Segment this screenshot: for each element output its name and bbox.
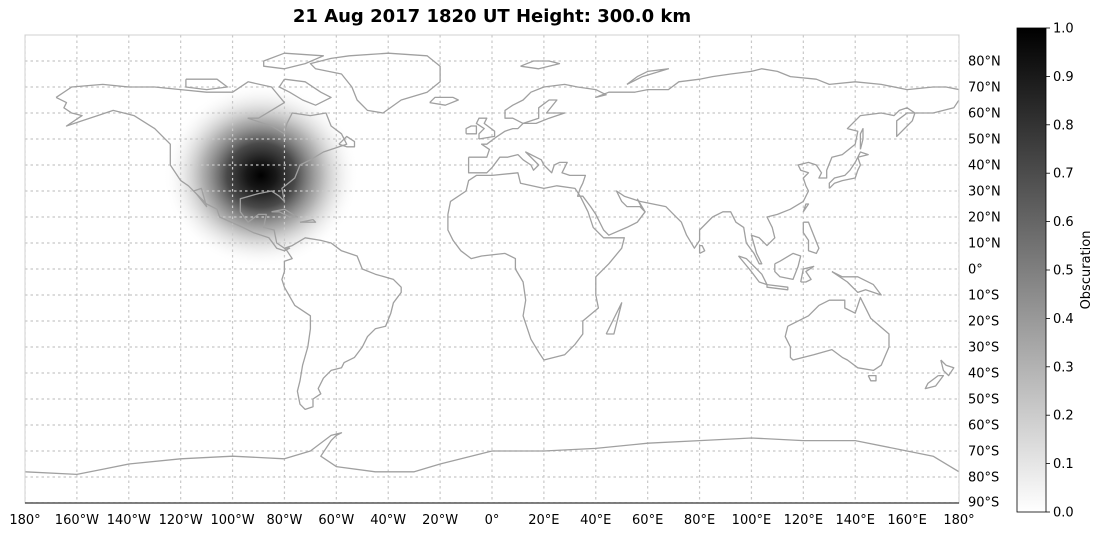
lon-tick-label: 180° [9,513,40,528]
lon-tick-label: 60°W [318,513,354,528]
coastline-antarctica [25,432,959,476]
lat-tick-label: 50°N [968,133,1001,148]
lon-tick-label: 60°E [632,513,663,528]
colorbar-ramp [1016,27,1047,513]
lon-tick-label: 40°W [370,513,406,528]
coastline-eurasia [467,68,959,265]
lat-tick-label: 30°N [968,185,1001,200]
colorbar-tick-label: 0.1 [1053,457,1074,472]
coastline-new-zealand-south [924,374,945,390]
lon-tick-label: 160°E [887,513,927,528]
lat-tick-label: 10°N [968,237,1001,252]
coastline-australia [784,296,890,372]
coastline-south-america [281,237,402,411]
coastline-japan [828,151,869,189]
colorbar-tick-label: 0.7 [1053,167,1074,182]
lat-tick-label: 50°S [968,393,999,408]
colorbar-label: Obscuration [1079,231,1094,310]
coastline-new-zealand-north [940,359,955,377]
coastline-baffin-island [278,78,332,106]
lon-tick-label: 100°E [732,513,772,528]
lon-tick-label: 120°E [784,513,824,528]
lon-tick-label: 80°E [684,513,715,528]
lon-tick-label: 20°W [422,513,458,528]
longitude-ticks: 180° 160°W 140°W 120°W 100°W 80°W 60°W 40°W 20°W… [9,513,974,528]
lon-tick-label: 20°E [528,513,559,528]
lat-tick-label: 10°S [968,289,999,304]
coastline-svalbard [520,60,561,70]
colorbar-tick-label: 0.2 [1053,409,1074,424]
coastline-newfoundland [338,135,356,148]
latitude-ticks: 80°N 70°N 60°N 50°N 40°N 30°N 20°N 10°N 0° 10°S 20… [968,55,1001,511]
lat-tick-label: 20°S [968,315,999,330]
colorbar: 1.0 0.9 0.8 0.7 0.6 0.5 0.4 0.3 0.2 0.1 0.0 Obscur… [1016,22,1094,521]
coastline-borneo [774,252,802,281]
lon-tick-label: 80°W [266,513,302,528]
colorbar-tick-label: 0.6 [1053,215,1074,230]
lat-tick-label: 80°S [968,471,999,486]
coastline-british-isles [475,117,496,140]
colorbar-tick-label: 1.0 [1053,22,1074,37]
colorbar-tick-label: 0.4 [1053,312,1074,327]
colorbar-tick-label: 0.9 [1053,70,1074,85]
lat-tick-label: 70°N [968,81,1001,96]
lon-tick-label: 40°E [580,513,611,528]
coastline-arabia-sea-coast [636,198,646,213]
coastline-philippines [802,221,820,255]
obscuration-layer [163,83,360,268]
coastline-taiwan [802,203,810,213]
lat-tick-label: 30°S [968,341,999,356]
lat-tick-label: 40°N [968,159,1001,174]
lon-tick-label: 140°W [107,513,151,528]
coastline-sri-lanka [698,244,706,254]
coastline-greenland [309,52,441,114]
map-title: 21 Aug 2017 1820 UT Height: 300.0 km [292,6,692,27]
coastline-ireland [465,125,478,135]
lat-tick-label: 20°N [968,211,1001,226]
lon-tick-label: 180° [943,513,974,528]
lon-tick-label: 120°W [159,513,203,528]
coastline-scandinavia-gulf [522,99,566,125]
lat-tick-label: 0° [968,263,983,278]
lat-tick-label: 70°S [968,445,999,460]
coastline-victoria-island [185,78,229,91]
lon-tick-label: 140°E [835,513,875,528]
lon-tick-label: 100°W [210,513,254,528]
colorbar-tick-label: 0.8 [1053,118,1074,133]
lon-tick-label: 0° [485,513,500,528]
lat-tick-label: 80°N [968,55,1001,70]
coastline-novaya-zemlya [626,68,670,85]
coastlines [25,52,959,476]
colorbar-tick-label: 0.0 [1053,506,1074,521]
coastline-hispaniola [299,218,317,223]
coastline-madagascar [605,302,623,335]
lat-tick-label: 60°S [968,419,999,434]
lat-tick-label: 90°S [968,496,999,511]
lat-tick-label: 40°S [968,367,999,382]
colorbar-tick-label: 0.3 [1053,360,1074,375]
coastline-north-america [55,81,348,252]
coastline-sulawesi [800,265,815,283]
obscuration-shadow [163,83,360,268]
coastline-iceland [429,96,459,106]
coastline-sakhalin [859,127,864,150]
lat-tick-label: 60°N [968,107,1001,122]
coastline-ellesmere-island [263,52,325,70]
coastline-cuba [271,208,299,218]
coastline-africa [447,172,625,361]
lon-tick-label: 160°W [55,513,99,528]
coastline-java [766,283,789,291]
coastline-tasmania [867,374,877,382]
colorbar-ticks: 1.0 0.9 0.8 0.7 0.6 0.5 0.4 0.3 0.2 0.1 0.0 [1046,22,1074,521]
coastline-new-guinea [831,271,882,296]
colorbar-tick-label: 0.5 [1053,264,1074,279]
